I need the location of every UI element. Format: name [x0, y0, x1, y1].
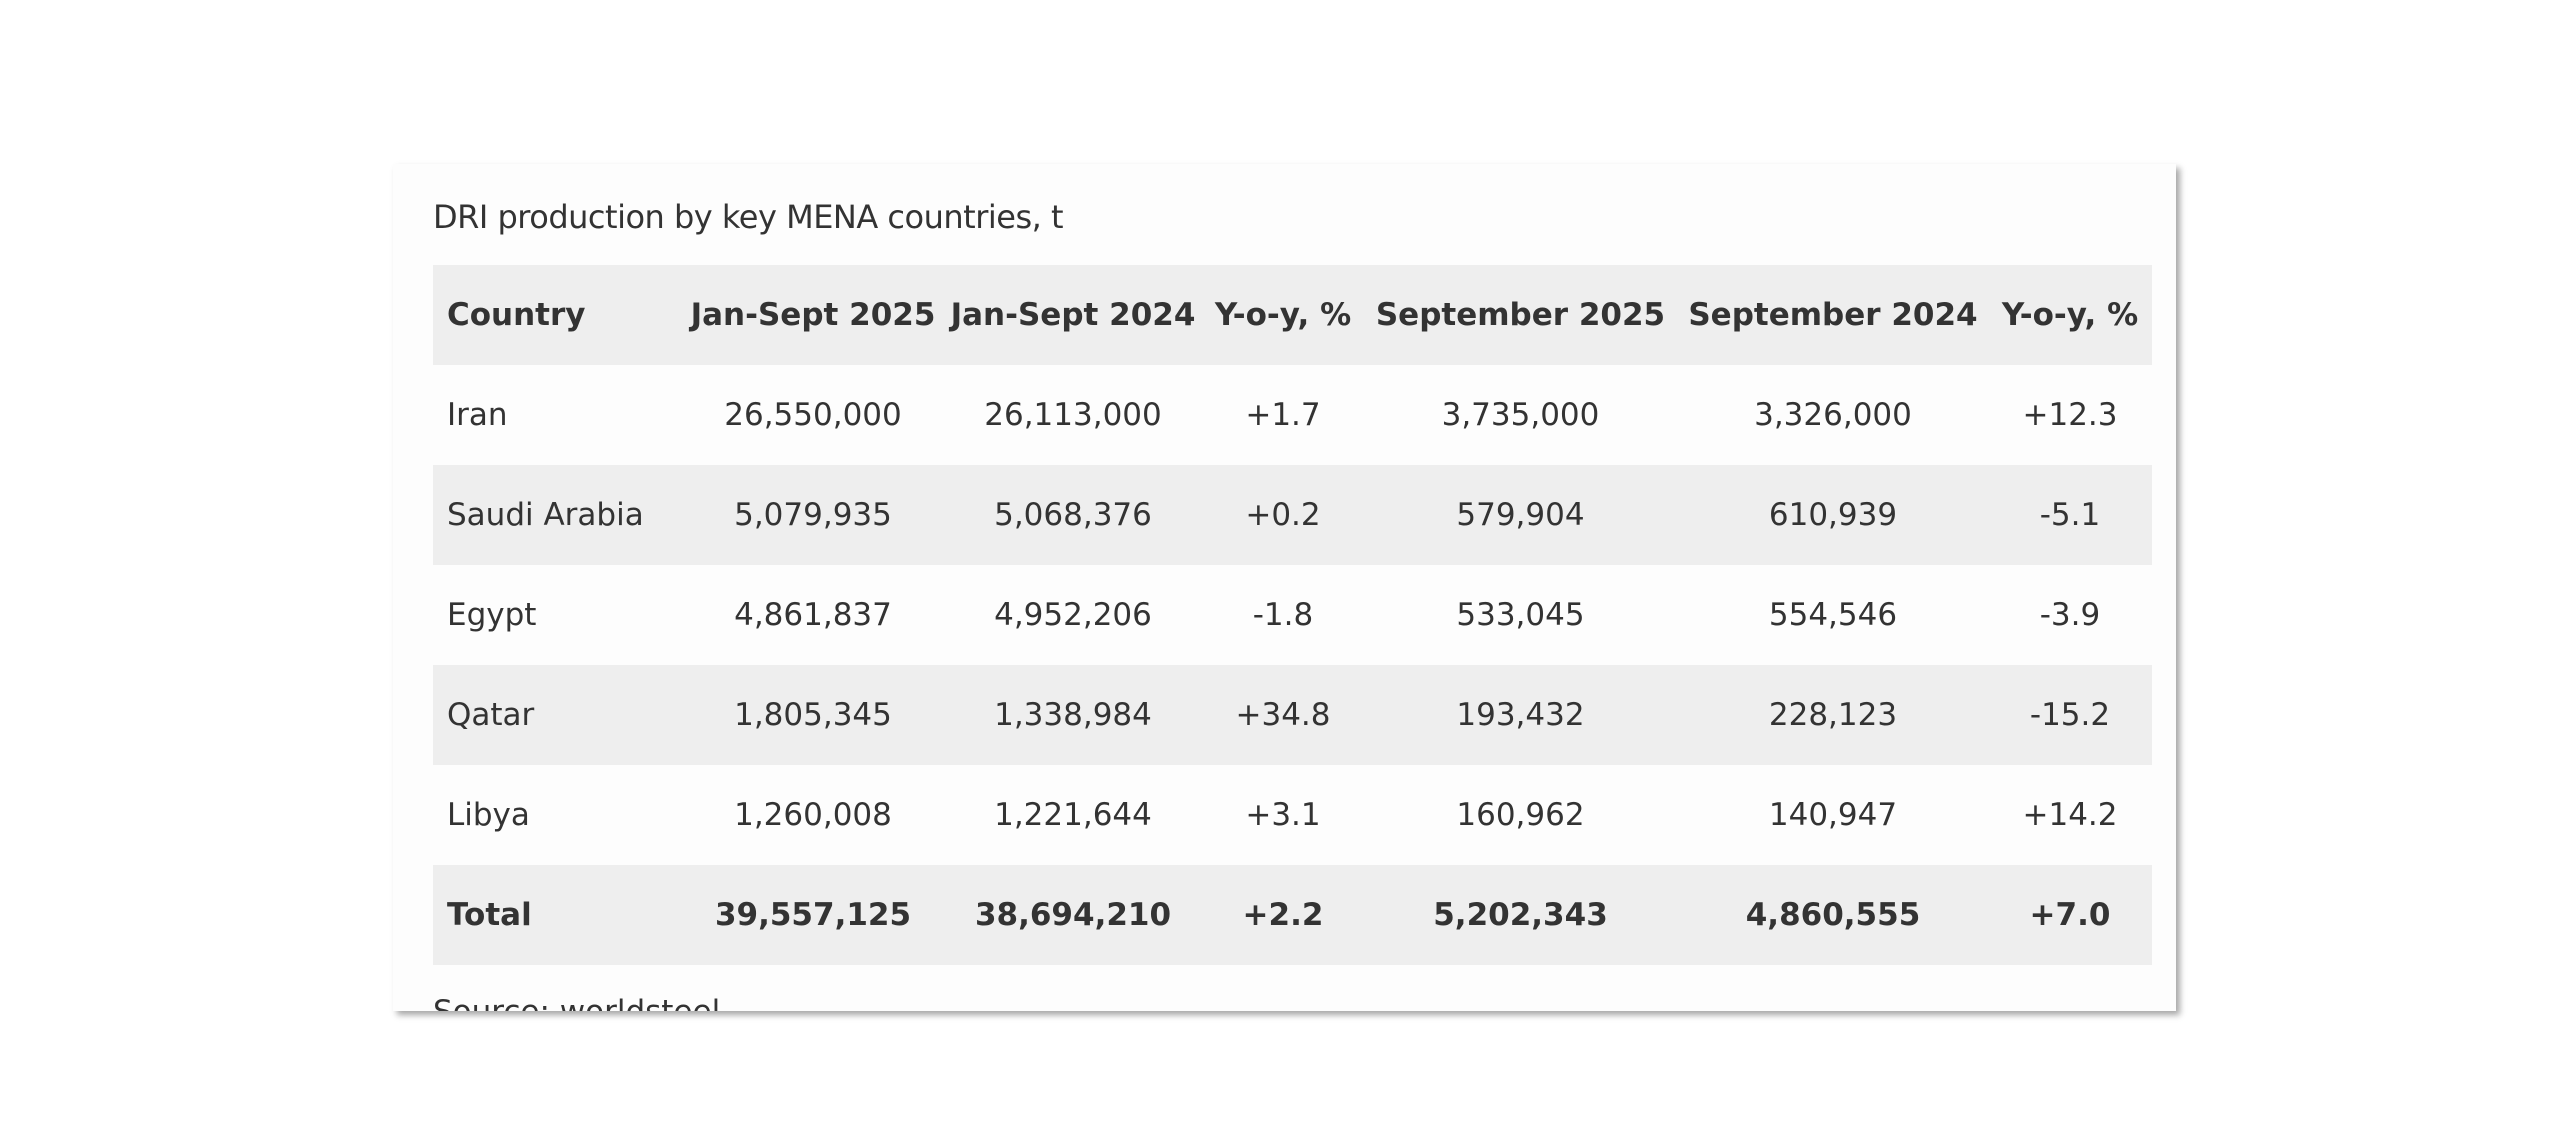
cell: 3,326,000: [1754, 397, 1912, 433]
cell: 1,221,644: [994, 797, 1152, 833]
cell: 579,904: [1456, 497, 1585, 533]
cell: -1.8: [1252, 597, 1314, 633]
data-row: Qatar 1,805,345 1,338,984 +34.8 193,432 228,1…: [433, 665, 2152, 765]
header-cell: Country: [447, 297, 586, 333]
table-title: DRI production by key MENA countries, t: [433, 198, 1064, 236]
cell: 4,860,555: [1745, 897, 1921, 933]
cell: +14.2: [2022, 797, 2118, 833]
cell: 193,432: [1456, 697, 1585, 733]
data-row: Saudi Arabia 5,079,935 5,068,376 +0.2 579,90…: [433, 465, 2152, 565]
data-table: Country Jan-Sept 2025 Jan-Sept 2024 Y-o-y, …: [433, 265, 2152, 965]
cell: 1,260,008: [734, 797, 892, 833]
cell: 533,045: [1456, 597, 1585, 633]
cell: +3.1: [1245, 797, 1321, 833]
cell: -5.1: [2039, 497, 2101, 533]
cell: +34.8: [1235, 697, 1331, 733]
total-row: Total 39,557,125 38,694,210 +2.2 5,202,343 4,…: [433, 865, 2152, 965]
cell: 5,202,343: [1433, 897, 1608, 933]
header-cell: September 2024: [1688, 297, 1978, 333]
cell: 3,735,000: [1441, 397, 1600, 433]
data-row: Iran 26,550,000 26,113,000 +1.7 3,735,000 3,3…: [433, 365, 2152, 465]
cell: 140,947: [1768, 797, 1898, 833]
cell: 5,079,935: [734, 497, 892, 533]
header-cell: Jan-Sept 2024: [950, 297, 1196, 333]
cell: 38,694,210: [974, 897, 1172, 933]
header-cell: Y-o-y, %: [1214, 297, 1352, 333]
cell: 4,861,837: [734, 597, 892, 633]
cell: 26,550,000: [724, 397, 902, 433]
cell: 610,939: [1768, 497, 1898, 533]
cell: Iran: [447, 397, 508, 433]
header-cell: September 2025: [1375, 297, 1666, 333]
cell: -3.9: [2039, 597, 2101, 633]
cell: -15.2: [2029, 697, 2111, 733]
header-cell: Y-o-y, %: [2001, 297, 2139, 333]
data-row: Egypt 4,861,837 4,952,206 -1.8 533,045 554,54…: [433, 565, 2152, 665]
cell: 4,952,206: [994, 597, 1152, 633]
cell: 1,805,345: [734, 697, 892, 733]
cell: Egypt: [447, 597, 537, 633]
cell: +7.0: [2029, 897, 2111, 933]
cell: 554,546: [1768, 597, 1898, 633]
cell: 5,068,376: [994, 497, 1152, 533]
table-card: DRI production by key MENA countries, t …: [393, 164, 2176, 1011]
cell: Qatar: [447, 697, 535, 733]
cell: +0.2: [1245, 497, 1321, 533]
cell: Total: [447, 897, 532, 933]
cell: 160,962: [1456, 797, 1585, 833]
cell: Saudi Arabia: [447, 497, 644, 533]
source-note: Source: worldsteel: [433, 994, 720, 1011]
header-row: Country Jan-Sept 2025 Jan-Sept 2024 Y-o-y, …: [433, 265, 2152, 365]
cell: +2.2: [1242, 897, 1324, 933]
cell: 39,557,125: [714, 897, 912, 933]
cell: Libya: [447, 797, 530, 833]
data-row: Libya 1,260,008 1,221,644 +3.1 160,962 140,94…: [433, 765, 2152, 865]
cell: 26,113,000: [984, 397, 1162, 433]
header-cell: Jan-Sept 2025: [690, 297, 936, 333]
cell: 1,338,984: [994, 697, 1152, 733]
cell: +12.3: [2022, 397, 2118, 433]
cell: 228,123: [1768, 697, 1898, 733]
cell: +1.7: [1245, 397, 1321, 433]
